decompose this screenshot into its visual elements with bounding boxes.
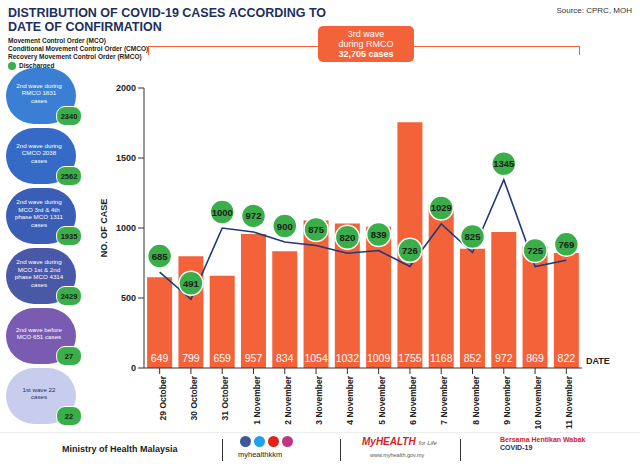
svg-text:NO. OF CASE: NO. OF CASE: [99, 199, 109, 258]
svg-text:1 November: 1 November: [252, 375, 262, 424]
svg-text:869: 869: [526, 352, 544, 364]
svg-text:1009: 1009: [367, 352, 391, 364]
html-text:Bersama Hentikan Wabak: Bersama Hentikan Wabak: [500, 436, 586, 443]
svg-text:9 November: 9 November: [502, 375, 512, 424]
svg-text:726: 726: [402, 245, 418, 256]
svg-text:799: 799: [182, 352, 200, 364]
svg-text:1000: 1000: [212, 207, 233, 218]
svg-text:2 November: 2 November: [283, 375, 293, 424]
html-text:2429: 2429: [60, 291, 78, 301]
html-text:2nd wave during RMCO 1831 case: 2nd wave during RMCO 1831 cases: [16, 81, 62, 104]
svg-text:900: 900: [277, 221, 293, 232]
html-text:22: 22: [64, 411, 74, 421]
html-text:2nd wave during MCO 3rd & 4th: 2nd wave during MCO 3rd & 4th phase MCO …: [15, 198, 63, 228]
html-text:during RMCO: during RMCO: [338, 39, 394, 49]
svg-text:1029: 1029: [431, 202, 452, 213]
svg-text:1054: 1054: [304, 352, 328, 364]
svg-text:7 November: 7 November: [439, 375, 449, 424]
html-text:Recovery Movement Control Orde: Recovery Movement Control Order (RMCO): [8, 53, 142, 60]
svg-text:822: 822: [558, 352, 576, 364]
html-text:DATE: DATE: [586, 356, 610, 366]
html-text:Ministry of Health Malaysia: Ministry of Health Malaysia: [62, 444, 178, 454]
svg-text:3 November: 3 November: [314, 375, 324, 424]
svg-text:957: 957: [245, 352, 263, 364]
html-text:Source: CPRC, MOH: Source: CPRC, MOH: [556, 6, 632, 15]
svg-text:1345: 1345: [493, 158, 515, 169]
html-text:Discharged: Discharged: [19, 62, 55, 69]
html-text:32,705 cases: 32,705 cases: [338, 49, 394, 59]
html-text:27: 27: [64, 351, 74, 361]
svg-text:5 November: 5 November: [377, 375, 387, 424]
svg-text:825: 825: [465, 231, 482, 242]
svg-text:10 November: 10 November: [533, 375, 543, 429]
html-text:2nd wave before MCO 651 cases: 2nd wave before MCO 651 cases: [16, 325, 62, 340]
html-text:2340: 2340: [60, 111, 78, 121]
svg-text:875: 875: [308, 224, 325, 235]
svg-text:11 November: 11 November: [564, 375, 574, 429]
svg-text:972: 972: [246, 210, 262, 221]
svg-text:649: 649: [151, 352, 169, 364]
svg-text:685: 685: [152, 251, 169, 262]
svg-text:30 October: 30 October: [189, 375, 199, 420]
html-text:www.myhealth.gov.my: www.myhealth.gov.my: [370, 452, 425, 458]
html-text:MyHEALTH for Life: MyHEALTH for Life: [362, 436, 437, 447]
svg-text:29 October: 29 October: [158, 375, 168, 420]
html-text:3rd wave: 3rd wave: [347, 29, 385, 39]
svg-text:4 November: 4 November: [345, 375, 355, 424]
svg-text:834: 834: [276, 352, 294, 364]
svg-text:1755: 1755: [398, 352, 422, 364]
svg-text:725: 725: [527, 245, 544, 256]
svg-text:31 October: 31 October: [220, 375, 230, 420]
html-text:1st wave 22 cases: 1st wave 22 cases: [22, 385, 56, 400]
svg-text:1032: 1032: [336, 352, 360, 364]
html-text:COVID-19: COVID-19: [500, 444, 533, 451]
html-text:2562: 2562: [60, 171, 78, 181]
svg-text:1168: 1168: [430, 352, 453, 364]
svg-text:1000: 1000: [116, 223, 136, 233]
html-text:myhealthkkm: myhealthkkm: [238, 450, 283, 459]
svg-text:1500: 1500: [116, 153, 136, 163]
html-text:2nd wave during MCO 1st & 2nd: 2nd wave during MCO 1st & 2nd phase MCO …: [14, 258, 64, 288]
svg-text:8 November: 8 November: [471, 375, 481, 424]
html-text:2nd wave during CMCO 2038 case: 2nd wave during CMCO 2038 cases: [16, 141, 62, 164]
html-text:1935: 1935: [60, 231, 78, 241]
svg-text:820: 820: [339, 232, 355, 243]
html-text:DISTRIBUTION OF COVID-19 CASES: DISTRIBUTION OF COVID-19 CASES ACCORDING…: [8, 6, 327, 34]
svg-text:0: 0: [131, 363, 136, 373]
svg-text:839: 839: [371, 229, 387, 240]
svg-text:500: 500: [121, 293, 136, 303]
html-text:Conditional Movement Control O: Conditional Movement Control Order (CMCO…: [8, 45, 149, 52]
svg-text:659: 659: [213, 352, 231, 364]
svg-text:852: 852: [464, 352, 482, 364]
svg-text:769: 769: [558, 239, 574, 250]
svg-text:972: 972: [495, 352, 513, 364]
html-text:Movement Control Order (MCO): Movement Control Order (MCO): [8, 37, 106, 44]
svg-text:491: 491: [183, 278, 200, 289]
svg-text:6 November: 6 November: [408, 375, 418, 424]
svg-text:2000: 2000: [116, 83, 136, 93]
